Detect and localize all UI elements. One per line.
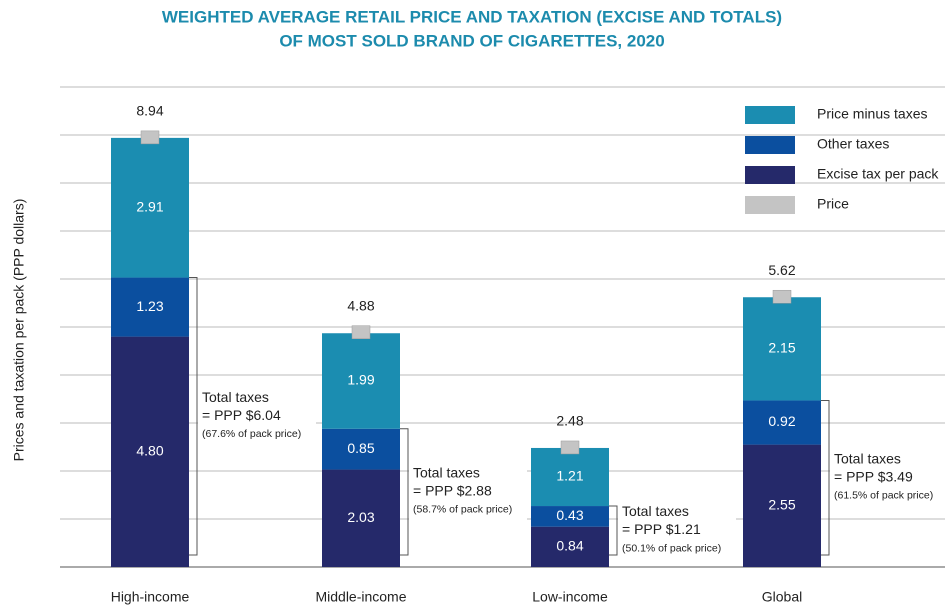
price-label: 2.48 bbox=[556, 413, 583, 429]
legend-swatch bbox=[745, 166, 795, 184]
annotation: (61.5% of pack price) bbox=[834, 490, 933, 502]
bracket bbox=[400, 428, 409, 556]
value-label: 2.55 bbox=[768, 497, 795, 513]
value-label: 2.91 bbox=[136, 198, 163, 214]
x-tick-label: Middle-income bbox=[315, 589, 406, 605]
chart-title: OF MOST SOLD BRAND OF CIGARETTES, 2020 bbox=[279, 31, 664, 50]
value-label: 0.85 bbox=[347, 440, 374, 456]
bar-segment bbox=[743, 444, 821, 567]
price-label: 8.94 bbox=[136, 103, 163, 119]
annotation-bg bbox=[409, 461, 527, 522]
bar-segment bbox=[111, 336, 189, 567]
value-label: 2.15 bbox=[768, 340, 795, 356]
annotation-bg bbox=[198, 386, 316, 447]
bar-segment bbox=[322, 469, 400, 567]
price-label: 5.62 bbox=[768, 262, 795, 278]
legend-swatch bbox=[745, 106, 795, 124]
legend-swatch bbox=[745, 196, 795, 214]
value-label: 4.80 bbox=[136, 443, 163, 459]
x-tick-label: Low-income bbox=[532, 589, 608, 605]
bar-segment bbox=[743, 297, 821, 401]
value-label: 2.03 bbox=[347, 509, 374, 525]
bar-segment bbox=[322, 428, 400, 470]
bar-segment bbox=[322, 333, 400, 429]
bar-segment bbox=[743, 400, 821, 445]
bar-segment bbox=[531, 447, 609, 507]
legend-swatch bbox=[745, 136, 795, 154]
price-marker bbox=[772, 289, 792, 304]
value-label: 1.99 bbox=[347, 372, 374, 388]
bar-segment bbox=[531, 526, 609, 567]
bar-segment bbox=[111, 137, 189, 278]
x-tick-label: High-income bbox=[111, 589, 190, 605]
legend-label: Excise tax per pack bbox=[817, 166, 939, 182]
bracket bbox=[189, 277, 198, 556]
legend-label: Other taxes bbox=[817, 136, 889, 152]
annotation: (58.7% of pack price) bbox=[413, 504, 512, 516]
bar-segment bbox=[531, 506, 609, 527]
annotation: (50.1% of pack price) bbox=[622, 542, 721, 554]
bracket bbox=[609, 505, 618, 556]
legend-label: Price bbox=[817, 196, 849, 212]
price-marker bbox=[560, 440, 580, 455]
annotation-bg bbox=[830, 447, 945, 508]
value-label: 0.84 bbox=[556, 538, 583, 554]
value-label: 1.23 bbox=[136, 298, 163, 314]
value-label: 0.92 bbox=[768, 413, 795, 429]
annotation: (67.6% of pack price) bbox=[202, 428, 301, 440]
annotation: Total taxes bbox=[622, 503, 689, 519]
annotation: Total taxes bbox=[834, 450, 901, 466]
annotation: = PPP $1.21 bbox=[622, 521, 701, 537]
chart-title: WEIGHTED AVERAGE RETAIL PRICE AND TAXATI… bbox=[162, 7, 782, 26]
annotation: = PPP $2.88 bbox=[413, 483, 492, 499]
annotation: = PPP $3.49 bbox=[834, 468, 913, 484]
legend-label: Price minus taxes bbox=[817, 106, 927, 122]
bar-segment bbox=[111, 277, 189, 337]
value-label: 0.43 bbox=[556, 507, 583, 523]
price-label: 4.88 bbox=[347, 297, 374, 313]
y-axis-label: Prices and taxation per pack (PPP dollar… bbox=[11, 199, 27, 462]
annotation-bg bbox=[618, 500, 736, 561]
bracket bbox=[821, 399, 830, 556]
x-tick-label: Global bbox=[762, 589, 802, 605]
price-marker bbox=[140, 130, 160, 145]
value-label: 1.21 bbox=[556, 468, 583, 484]
price-marker bbox=[351, 325, 371, 340]
annotation: = PPP $6.04 bbox=[202, 407, 281, 423]
annotation: Total taxes bbox=[413, 465, 480, 481]
annotation: Total taxes bbox=[202, 389, 269, 405]
